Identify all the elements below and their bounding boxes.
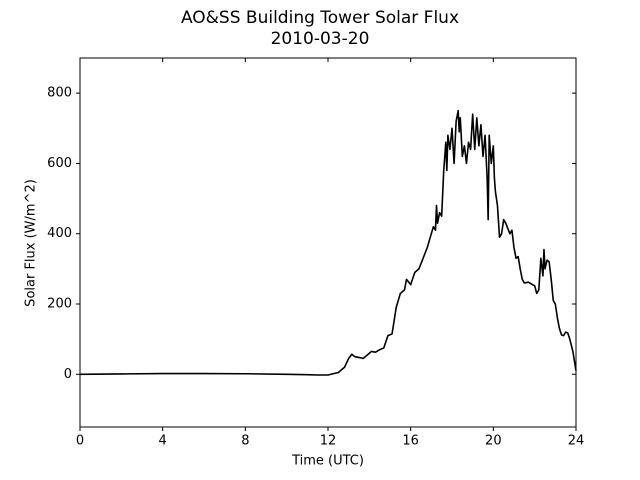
x-tick-label: 4 xyxy=(159,434,167,449)
y-tick-label: 0 xyxy=(64,367,72,382)
y-tick-label: 400 xyxy=(47,226,72,241)
x-tick-label: 8 xyxy=(241,434,249,449)
y-tick-label: 600 xyxy=(47,156,72,171)
x-tick-label: 12 xyxy=(320,434,337,449)
chart-subtitle: 2010-03-20 xyxy=(271,29,370,49)
y-tick-label: 200 xyxy=(47,297,72,312)
data-line xyxy=(79,109,577,376)
chart-title: AO&SS Building Tower Solar Flux xyxy=(181,8,459,28)
x-tick-label: 16 xyxy=(402,434,419,449)
y-tick-label: 800 xyxy=(47,86,72,101)
x-tick-label: 0 xyxy=(76,434,84,449)
y-axis-label: Solar Flux (W/m^2) xyxy=(24,179,39,307)
x-tick-label: 20 xyxy=(485,434,502,449)
x-tick-label: 24 xyxy=(568,434,585,449)
x-axis-label: Time (UTC) xyxy=(291,454,364,469)
plot-frame xyxy=(79,57,577,428)
